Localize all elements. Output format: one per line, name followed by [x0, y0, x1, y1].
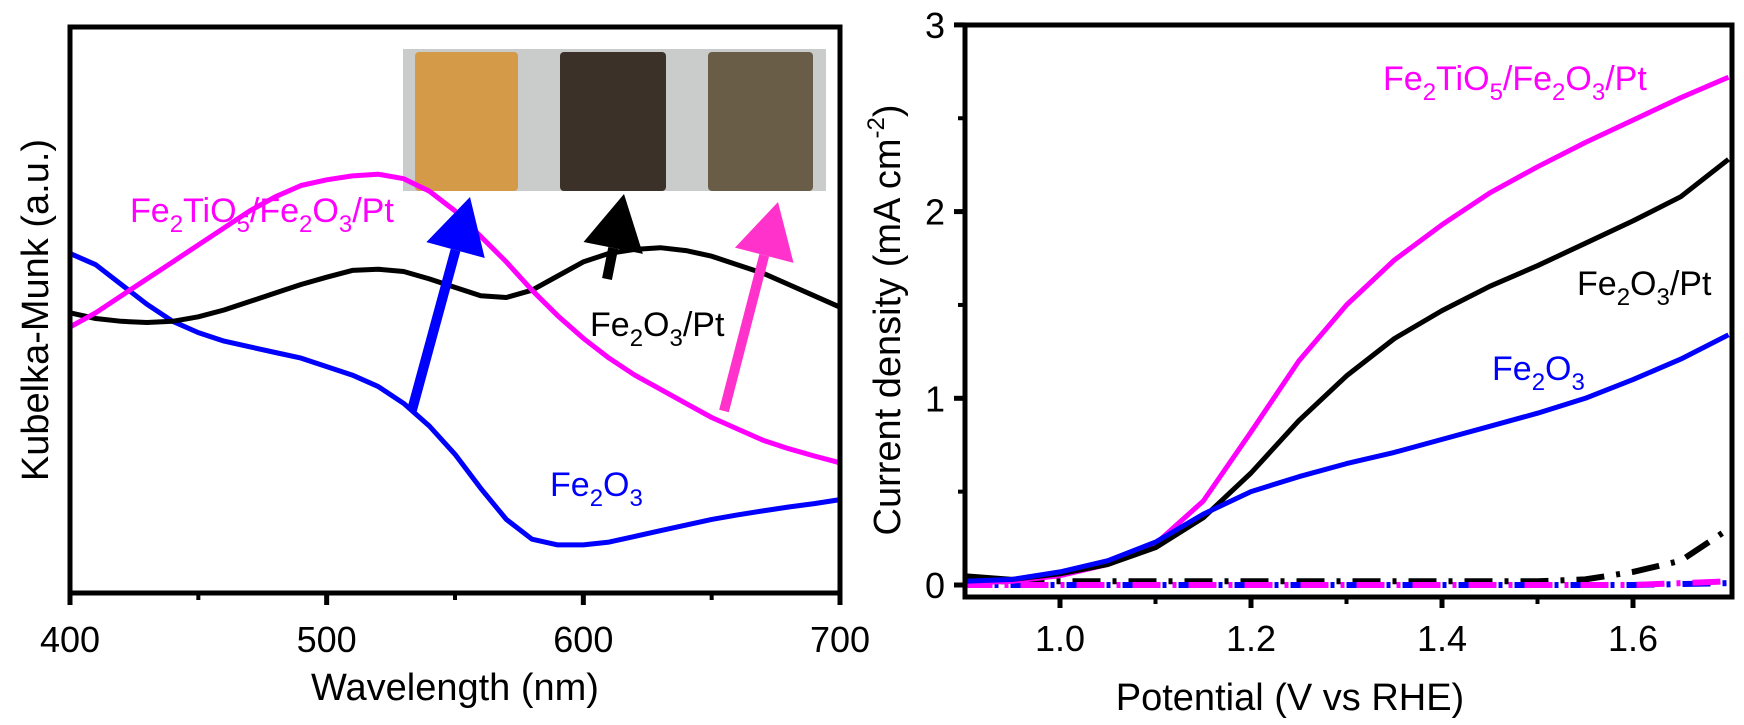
right-x-tick-label-1.6: 1.6: [1608, 618, 1658, 659]
left-annotation-fe2tio5-fe2o3-pt-part: 3: [339, 211, 352, 238]
left-x-tick-label-500: 500: [297, 619, 357, 660]
left-annotation-fe2tio5-fe2o3-pt-part: /Fe: [250, 192, 299, 230]
right-series-fe2tio5-fe2o3-pt: [964, 74, 1730, 586]
right-plot-frame: [962, 22, 1735, 600]
inset-sample-3: [708, 52, 813, 191]
left-x-tick-label-600: 600: [553, 619, 613, 660]
left-arrows-group: [407, 194, 794, 413]
right-annotation-fe2tio5-fe2o3-pt-part: Fe: [1383, 60, 1423, 98]
left-annotation-fe2o3-part: 2: [590, 485, 603, 512]
left-annotation-fe2o3-part: O: [603, 466, 629, 504]
right-x-tick-label-1.2: 1.2: [1226, 618, 1276, 659]
inset-sample-1: [415, 52, 518, 191]
right-annotation-fe2o3-pt-part: 3: [1657, 284, 1670, 311]
left-annotation-fe2o3-pt: Fe2O3/Pt: [590, 306, 725, 352]
right-x-tick-label-1: 1.0: [1035, 618, 1085, 659]
right-annotation-fe2o3-pt-part: /Pt: [1670, 265, 1712, 303]
left-annotation-fe2tio5-fe2o3-pt-part: Fe: [130, 192, 170, 230]
right-series-fe2o3-pt-dark: [964, 526, 1731, 585]
right-y-axis-title: Current density (mA cm-2): [863, 105, 909, 536]
right-annotation-fe2o3-part: 2: [1532, 369, 1545, 396]
left-annotation-fe2o3-pt-part: 3: [670, 325, 683, 352]
left-annotation-fe2o3: Fe2O3: [550, 466, 643, 512]
right-x-ticks: 1.0 1.2 1.4 1.6: [1035, 597, 1658, 659]
left-series-fe2o3-pt: [67, 245, 843, 325]
right-annotation-fe2tio5-fe2o3-pt-part: /Fe: [1503, 60, 1552, 98]
right-y-axis-title-sup: -2: [863, 117, 890, 138]
left-annotation-fe2tio5-fe2o3-pt-part: /Pt: [352, 192, 394, 230]
left-annotation-fe2o3-pt-part: Fe: [590, 306, 630, 344]
right-annotation-fe2tio5-fe2o3-pt-part: O: [1565, 60, 1591, 98]
arrow-fe2tio5-fe2o3-pt: [719, 202, 794, 413]
right-annotation-fe2o3: Fe2O3: [1492, 350, 1585, 396]
arrow-fe2o3-pt: [583, 194, 643, 280]
arrow-fe2o3: [407, 197, 485, 412]
left-series-group: [67, 171, 843, 548]
left-series-fe2o3: [67, 250, 843, 548]
right-series-fe2tio5-fe2o3-pt-dark: [964, 578, 1729, 588]
right-annotation-fe2o3-pt-part: Fe: [1577, 265, 1617, 303]
left-y-axis-title: Kubelka-Munk (a.u.): [15, 139, 57, 481]
left-annotation-fe2tio5-fe2o3-pt-part: 2: [170, 211, 183, 238]
right-annotation-fe2o3-part: O: [1545, 350, 1571, 388]
left-x-ticks: 400 500 600 700: [40, 593, 870, 660]
sample-photo-inset: [403, 49, 826, 191]
left-annotation-fe2o3-part: 3: [630, 485, 643, 512]
right-y-axis-title-main: Current density (mA cm: [867, 139, 909, 536]
arrow-fe2o3-pt-head: [583, 194, 643, 254]
left-annotation-fe2o3-pt-part: O: [643, 306, 669, 344]
right-series-group: [964, 74, 1731, 588]
right-annotation-fe2o3-part: 3: [1572, 369, 1585, 396]
left-x-axis-title: Wavelength (nm): [311, 667, 599, 709]
right-annotation-fe2tio5-fe2o3-pt-part: 5: [1490, 79, 1503, 106]
right-series-fe2o3: [964, 332, 1730, 584]
left-annotation-fe2o3-pt-part: /Pt: [683, 306, 725, 344]
arrow-fe2o3-pt-shaft: [602, 246, 619, 280]
left-annotation-fe2o3-part: Fe: [550, 466, 590, 504]
right-annotation-fe2o3-pt-part: 2: [1617, 284, 1630, 311]
right-y-ticks: 0 1 2 3: [925, 5, 965, 606]
right-y-tick-label-1: 1: [925, 378, 945, 419]
left-annotation-fe2o3-pt-part: 2: [630, 325, 643, 352]
right-y-axis-title-end: ): [867, 105, 909, 118]
arrow-fe2o3-shaft: [407, 248, 461, 412]
right-annotation-fe2tio5-fe2o3-pt: Fe2TiO5/Fe2O3/Pt: [1383, 60, 1647, 106]
right-y-tick-label-0: 0: [925, 565, 945, 606]
right-annotation-fe2o3-pt: Fe2O3/Pt: [1577, 265, 1712, 311]
right-x-axis-title: Potential (V vs RHE): [1116, 677, 1464, 719]
right-annotation-fe2tio5-fe2o3-pt-part: 3: [1592, 79, 1605, 106]
arrow-fe2tio5-fe2o3-pt-shaft: [719, 254, 770, 413]
left-annotation-fe2tio5-fe2o3-pt-part: 5: [237, 211, 250, 238]
right-y-tick-label-2: 2: [925, 192, 945, 233]
left-x-tick-label-700: 700: [810, 619, 870, 660]
inset-sample-2: [560, 52, 666, 191]
left-annotation-fe2tio5-fe2o3-pt-part: O: [312, 192, 338, 230]
right-x-tick-label-1.4: 1.4: [1417, 618, 1467, 659]
right-annotation-fe2tio5-fe2o3-pt-part: 2: [1552, 79, 1565, 106]
left-annotation-fe2tio5-fe2o3-pt-part: 2: [299, 211, 312, 238]
right-annotation-fe2tio5-fe2o3-pt-part: /Pt: [1605, 60, 1647, 98]
left-annotation-fe2tio5-fe2o3-pt-part: TiO: [183, 192, 237, 230]
right-y-tick-label-3: 3: [925, 5, 945, 46]
arrow-fe2tio5-fe2o3-pt-head: [734, 202, 794, 263]
right-annotation-fe2tio5-fe2o3-pt-part: 2: [1423, 79, 1436, 106]
right-annotation-fe2tio5-fe2o3-pt-part: TiO: [1436, 60, 1490, 98]
arrow-fe2o3-head: [426, 197, 485, 259]
right-series-fe2o3-pt: [964, 157, 1731, 582]
right-annotation-fe2o3-part: Fe: [1492, 350, 1532, 388]
right-annotation-fe2o3-pt-part: O: [1630, 265, 1656, 303]
left-panel-absorbance: 400 500 600 700 Fe2O3Fe2O3/PtFe2TiO5/Fe2O3/…: [15, 24, 870, 709]
left-annotation-fe2tio5-fe2o3-pt: Fe2TiO5/Fe2O3/Pt: [130, 192, 394, 238]
left-x-tick-label-400: 400: [40, 619, 100, 660]
left-series-fe2tio5-fe2o3-pt: [67, 171, 843, 466]
